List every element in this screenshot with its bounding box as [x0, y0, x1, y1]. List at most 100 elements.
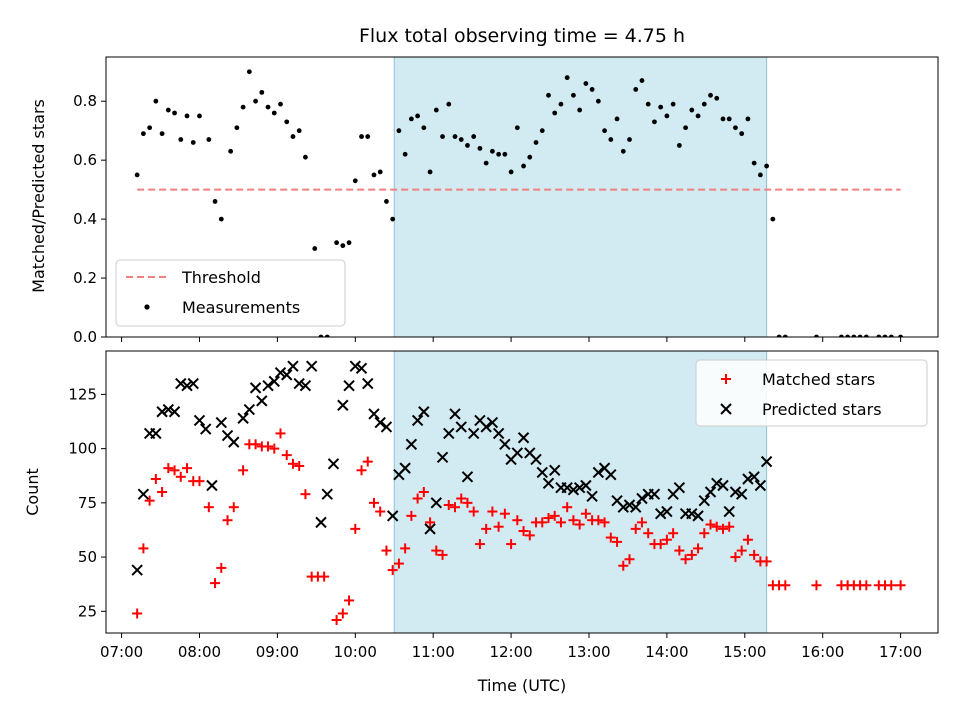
predicted-stars-point [305, 360, 318, 372]
bottom-y-axis-label: Count [23, 468, 42, 516]
matched-stars-point [895, 580, 906, 591]
predicted-stars-point [542, 477, 555, 490]
measurements-point [318, 334, 324, 337]
matched-stars-point [711, 521, 722, 532]
predicted-stars-point [368, 408, 380, 420]
predicted-stars-point [455, 421, 467, 433]
measurements-point [745, 116, 751, 122]
matched-stars-point [456, 493, 467, 504]
matched-stars-point [481, 523, 492, 534]
x-tick-label: 15:00 [723, 643, 766, 661]
x-tick-label: 07:00 [100, 643, 143, 661]
matched-stars-point [431, 545, 442, 556]
predicted-stars-point [449, 408, 461, 420]
matched-stars-point [375, 506, 386, 517]
measurements-point [489, 148, 495, 154]
predicted-stars-point [343, 380, 355, 392]
matched-stars-point [381, 545, 392, 556]
matched-stars-point [468, 506, 479, 517]
predicted-stars-point [386, 510, 399, 522]
measurements-point [633, 87, 639, 92]
matched-stars-point [543, 513, 554, 524]
measurements-point [496, 151, 502, 157]
predicted-stars-point [561, 481, 573, 494]
predicted-stars-point [355, 362, 368, 375]
matched-stars-point [368, 497, 379, 508]
matched-stars-point [861, 580, 872, 591]
predicted-stars-point [315, 516, 327, 529]
matched-stars-point [182, 463, 193, 474]
measurements-point [764, 163, 770, 169]
matched-stars-point [281, 450, 292, 461]
matched-stars-point [524, 530, 535, 541]
matched-stars-point [362, 456, 373, 467]
top-data [134, 69, 904, 337]
measurements-point [639, 78, 645, 83]
measurements-point [396, 128, 402, 134]
predicted-stars-point [711, 477, 723, 490]
predicted-stars-point [748, 471, 760, 483]
predicted-stars-point [648, 488, 661, 500]
measurements-point [402, 151, 408, 157]
predicted-stars-point [698, 494, 710, 507]
measurements-point [776, 334, 782, 337]
matched-stars-point [287, 458, 298, 469]
matched-stars-point [387, 565, 398, 576]
measurements-point [421, 125, 427, 131]
predicted-stars-point [536, 466, 548, 479]
measurements-point [720, 116, 726, 122]
measurements-point [452, 134, 458, 139]
predicted-stars-point [605, 468, 617, 481]
matched-stars-point [263, 441, 274, 452]
matched-stars-point [736, 545, 747, 556]
predicted-stars-point [150, 427, 162, 440]
measurements-point [620, 148, 626, 154]
matched-stars-point [680, 554, 691, 565]
bottom-legend: Matched stars Predicted stars [695, 359, 928, 427]
x-tick-label: 13:00 [567, 643, 610, 661]
matched-stars-point [593, 515, 604, 526]
matched-stars-point [222, 515, 233, 526]
matched-stars-point [699, 528, 710, 539]
measurements-point [465, 143, 470, 148]
predicted-stars-point [299, 380, 312, 392]
legend-predicted-marker [720, 403, 732, 415]
bottom-y-tick-label: 50 [78, 548, 97, 566]
predicted-stars-point [249, 382, 262, 394]
measurements-point [708, 92, 713, 98]
predicted-stars-point [499, 438, 511, 450]
legend-threshold-label: Threshold [181, 268, 261, 287]
measurements-point [726, 116, 732, 122]
measurements-point [882, 334, 888, 337]
predicted-stars-point [175, 377, 187, 390]
predicted-stars-point [156, 406, 168, 418]
predicted-stars-point [735, 488, 748, 500]
predicted-stars-point [327, 458, 340, 470]
measurements-point [782, 334, 788, 337]
measurements-point [714, 95, 720, 101]
matched-stars-point [238, 465, 249, 476]
top-y-tick-label: 0.6 [73, 151, 97, 169]
matched-stars-point [761, 556, 772, 567]
x-tick-label: 17:00 [879, 643, 922, 661]
predicted-stars-point [200, 423, 212, 435]
measurements-point [427, 169, 433, 175]
matched-stars-point [742, 534, 753, 545]
measurements-point [178, 137, 184, 142]
matched-stars-point [216, 562, 227, 573]
measurements-point [627, 137, 632, 142]
matched-stars-point [655, 539, 666, 550]
bottom-axes-frame [105, 350, 939, 634]
matched-stars-point [228, 502, 239, 513]
measurements-point [589, 87, 595, 92]
matched-stars-point [568, 515, 579, 526]
measurements-point [471, 134, 477, 139]
measurements-point [365, 134, 371, 139]
matched-stars-point [717, 523, 728, 534]
matched-stars-point [605, 532, 616, 543]
matched-stars-point [674, 545, 685, 556]
measurements-point [234, 125, 240, 131]
matched-stars-point [150, 473, 161, 484]
matched-stars-point [169, 465, 180, 476]
matched-stars-point [537, 517, 548, 528]
